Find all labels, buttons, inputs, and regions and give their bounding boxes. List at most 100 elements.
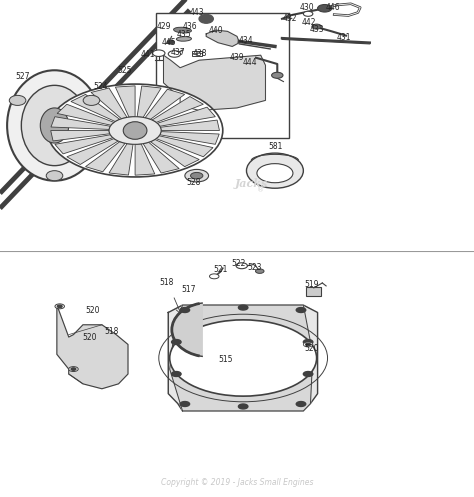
- Text: 431: 431: [337, 33, 351, 42]
- Ellipse shape: [83, 95, 100, 105]
- Polygon shape: [85, 142, 125, 172]
- Circle shape: [172, 372, 181, 376]
- Circle shape: [168, 51, 181, 57]
- Ellipse shape: [176, 37, 191, 41]
- Text: 522: 522: [232, 259, 246, 268]
- Ellipse shape: [7, 70, 102, 181]
- FancyBboxPatch shape: [306, 287, 321, 296]
- Polygon shape: [170, 305, 313, 411]
- Polygon shape: [168, 305, 318, 411]
- Polygon shape: [157, 107, 215, 126]
- Polygon shape: [55, 135, 113, 154]
- Text: 445: 445: [162, 38, 176, 47]
- Circle shape: [303, 342, 313, 347]
- Text: 440: 440: [209, 26, 223, 35]
- Polygon shape: [91, 88, 127, 119]
- Ellipse shape: [199, 14, 213, 23]
- Ellipse shape: [246, 153, 303, 188]
- Text: 518: 518: [160, 278, 174, 287]
- FancyBboxPatch shape: [156, 12, 289, 138]
- Text: 432: 432: [283, 13, 297, 22]
- Polygon shape: [115, 86, 135, 117]
- Text: 520: 520: [305, 343, 319, 353]
- Circle shape: [167, 40, 174, 44]
- Circle shape: [57, 305, 62, 308]
- Circle shape: [236, 263, 247, 269]
- Ellipse shape: [21, 85, 88, 166]
- Circle shape: [303, 339, 313, 344]
- Text: 435: 435: [177, 30, 191, 39]
- Polygon shape: [152, 96, 203, 122]
- Polygon shape: [145, 89, 185, 119]
- Ellipse shape: [40, 108, 69, 143]
- Text: ®: ®: [257, 188, 264, 194]
- Polygon shape: [109, 144, 133, 175]
- Circle shape: [172, 339, 181, 344]
- Text: 520: 520: [85, 306, 100, 315]
- Circle shape: [71, 368, 76, 370]
- Text: 429: 429: [156, 22, 171, 31]
- Polygon shape: [51, 131, 110, 141]
- Circle shape: [296, 402, 306, 407]
- Circle shape: [272, 72, 283, 79]
- Circle shape: [47, 84, 223, 177]
- Polygon shape: [206, 30, 239, 46]
- Text: 525: 525: [117, 66, 131, 75]
- Circle shape: [191, 172, 203, 179]
- Text: 446: 446: [326, 2, 340, 11]
- Circle shape: [55, 304, 64, 309]
- Polygon shape: [156, 136, 213, 157]
- Circle shape: [210, 274, 219, 279]
- Polygon shape: [67, 139, 118, 165]
- Ellipse shape: [173, 27, 191, 33]
- Polygon shape: [160, 120, 219, 131]
- Polygon shape: [160, 132, 219, 144]
- Polygon shape: [137, 86, 161, 117]
- Polygon shape: [71, 94, 120, 122]
- Text: 439: 439: [230, 53, 244, 62]
- Circle shape: [238, 404, 248, 409]
- FancyBboxPatch shape: [192, 51, 202, 56]
- Circle shape: [153, 50, 165, 57]
- Text: 528: 528: [186, 178, 201, 187]
- Text: 520: 520: [82, 332, 96, 341]
- Polygon shape: [150, 140, 199, 166]
- Circle shape: [303, 11, 313, 16]
- Text: 524: 524: [93, 82, 108, 91]
- Text: Jacks: Jacks: [235, 178, 268, 189]
- Circle shape: [170, 320, 317, 396]
- Text: 521: 521: [213, 265, 228, 274]
- Polygon shape: [57, 305, 128, 389]
- Text: 436: 436: [182, 22, 197, 31]
- Text: 434: 434: [238, 36, 253, 45]
- Polygon shape: [143, 142, 179, 173]
- Polygon shape: [172, 303, 202, 356]
- Text: 430: 430: [300, 2, 314, 11]
- Text: 581: 581: [269, 142, 283, 151]
- Circle shape: [318, 4, 332, 12]
- Polygon shape: [164, 55, 265, 110]
- Text: 527: 527: [16, 72, 30, 81]
- Text: 442: 442: [302, 17, 316, 26]
- Text: 444: 444: [243, 58, 257, 67]
- Circle shape: [303, 372, 313, 376]
- Polygon shape: [135, 144, 155, 175]
- Circle shape: [69, 367, 78, 372]
- Ellipse shape: [9, 95, 26, 105]
- Text: 523: 523: [248, 263, 262, 272]
- Circle shape: [180, 308, 190, 313]
- Circle shape: [296, 308, 306, 313]
- Text: 518: 518: [104, 327, 118, 336]
- Ellipse shape: [123, 122, 147, 139]
- Circle shape: [185, 169, 209, 182]
- Text: Copyright © 2019 - Jacks Small Engines: Copyright © 2019 - Jacks Small Engines: [161, 478, 313, 487]
- Circle shape: [257, 164, 293, 183]
- Text: 433: 433: [310, 25, 324, 34]
- Text: 515: 515: [218, 355, 232, 364]
- Circle shape: [238, 305, 248, 310]
- Polygon shape: [51, 117, 110, 129]
- Circle shape: [109, 117, 161, 144]
- Ellipse shape: [46, 170, 63, 181]
- Text: 517: 517: [182, 285, 196, 294]
- Text: 519: 519: [305, 280, 319, 289]
